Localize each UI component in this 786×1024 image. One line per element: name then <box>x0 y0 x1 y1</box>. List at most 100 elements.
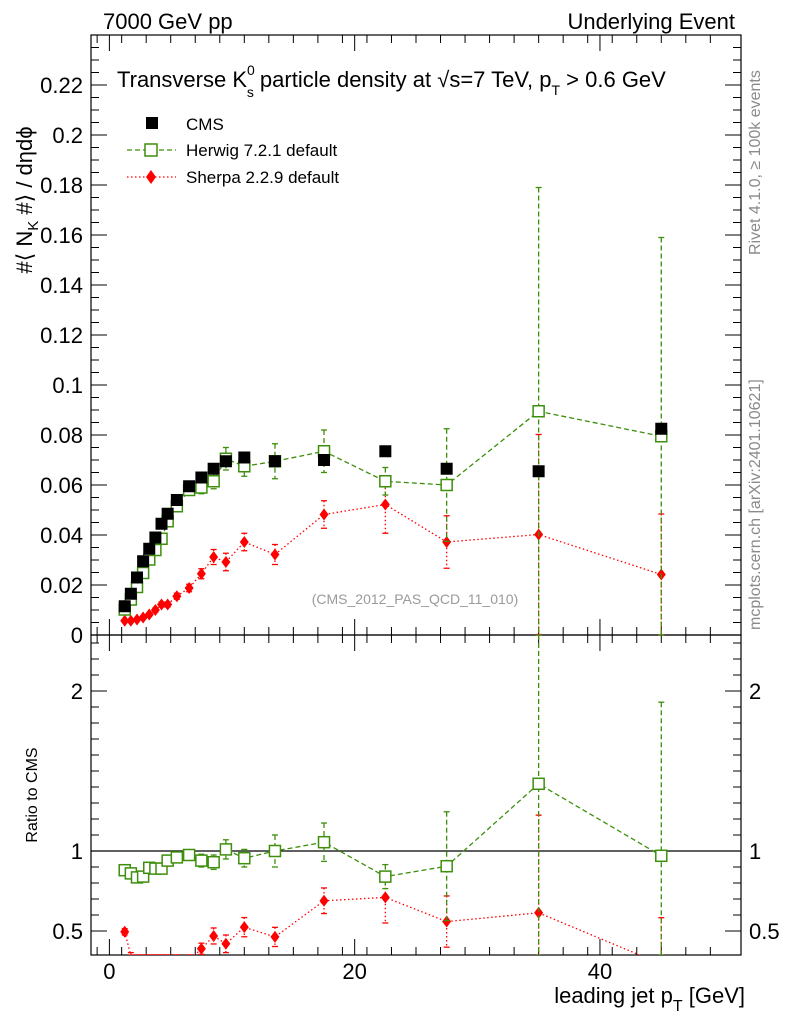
ratio-plot-data <box>118 635 668 955</box>
herwig-point <box>440 478 453 492</box>
legend-label-herwig: Herwig 7.2.1 default <box>186 141 337 160</box>
legend-marker-herwig <box>144 143 158 157</box>
x-axis-label: leading jet pT [GeV] <box>554 983 745 1015</box>
ratio-herwig-point <box>655 849 668 863</box>
header-left: 7000 GeV pp <box>103 9 233 34</box>
ratio-tick-label: 2 <box>71 679 83 704</box>
ratio-herwig-point <box>317 835 331 849</box>
ratio-herwig-point <box>207 855 220 869</box>
sherpa-point <box>221 556 231 568</box>
cms-point <box>149 531 162 544</box>
ratio-sherpa-point <box>319 894 329 907</box>
sherpa-point <box>209 551 219 563</box>
herwig-line <box>124 410 662 610</box>
sherpa-point <box>196 567 206 580</box>
sherpa-point <box>163 598 173 611</box>
mcplots-label: mcplots.cern.ch [arXiv:2401.10621] <box>747 379 764 630</box>
y-tick-label: 0.04 <box>40 523 83 548</box>
rivet-label: Rivet 4.1.0, ≥ 100k events <box>747 70 764 255</box>
sherpa-point <box>120 614 130 627</box>
cms-point <box>268 455 281 468</box>
ratio-herwig-point <box>440 859 453 873</box>
cms-point <box>655 422 668 435</box>
sherpa-point <box>172 590 182 603</box>
herwig-point <box>532 405 545 418</box>
cms-point <box>207 462 220 475</box>
sherpa-point <box>239 536 249 548</box>
ratio-sherpa-point <box>221 937 231 950</box>
sherpa-point <box>132 613 142 626</box>
y-axis-label: #⟨ NK #⟩ / dηdϕ <box>12 126 42 273</box>
x-tick-label: 20 <box>342 959 366 984</box>
sherpa-point <box>126 614 136 627</box>
y-tick-label: 0.08 <box>40 423 83 448</box>
y-tick-label: 0.12 <box>40 323 83 348</box>
cms-point <box>161 507 174 520</box>
y-tick-label: 0.02 <box>40 573 83 598</box>
y-tick-label: 0.14 <box>40 273 83 298</box>
chart-title: Transverse K0 s particle density at √s=7 … <box>117 62 666 100</box>
cms-point <box>124 587 137 600</box>
herwig-point <box>195 481 208 494</box>
ratio-herwig-point <box>219 843 233 856</box>
ratio-tick-label-right: 0.5 <box>749 919 780 944</box>
y-tick-label: 0.18 <box>40 173 83 198</box>
sherpa-point <box>319 508 329 521</box>
reference-note: (CMS_2012_PAS_QCD_11_010) <box>312 591 519 607</box>
herwig-point <box>379 475 392 488</box>
ratio-herwig-point <box>268 844 282 858</box>
axis-ticks: 0 20 40 0 0.02 0.04 0.06 0.08 0.1 0.12 0.14 0.16 0.1… <box>40 35 780 984</box>
ratio-sherpa-point <box>239 921 249 934</box>
ratio-sherpa-line <box>124 896 642 955</box>
ratio-herwig-point <box>238 851 251 865</box>
sherpa-point <box>144 608 154 621</box>
sherpa-point <box>442 536 452 548</box>
y-tick-label: 0 <box>71 623 83 648</box>
cms-point <box>143 542 156 555</box>
y-tick-label: 0.06 <box>40 473 83 498</box>
x-tick-label: 40 <box>588 959 612 984</box>
y-tick-label: 0.1 <box>52 373 83 398</box>
sherpa-point <box>157 598 167 611</box>
ratio-herwig-point <box>182 848 196 862</box>
cms-point <box>238 451 251 464</box>
cms-point <box>130 571 143 584</box>
cms-point <box>137 555 150 568</box>
ratio-tick-label-right: 1 <box>749 839 761 864</box>
legend-marker-cms <box>146 117 158 129</box>
legend-label-cms: CMS <box>186 115 224 134</box>
herwig-point <box>207 475 220 488</box>
legend: CMS Herwig 7.2.1 default Sherpa 2.2.9 de… <box>127 115 339 187</box>
cms-point <box>155 517 168 530</box>
ratio-sherpa-point <box>209 929 219 942</box>
y-tick-label: 0.22 <box>40 73 83 98</box>
cms-point <box>440 462 453 475</box>
cms-point <box>318 454 331 466</box>
ratio-sherpa-point <box>120 925 130 938</box>
ratio-sherpa-point <box>442 915 452 928</box>
cms-point <box>118 600 131 613</box>
ratio-herwig-point <box>195 854 208 867</box>
x-tick-label: 0 <box>103 959 115 984</box>
ratio-sherpa-point <box>270 930 280 943</box>
header-right: Underlying Event <box>567 9 735 34</box>
ratio-frame <box>90 634 742 956</box>
sherpa-point <box>184 582 194 594</box>
cms-point <box>532 465 545 478</box>
y-tick-label: 0.2 <box>52 123 83 148</box>
ratio-sherpa-point <box>380 891 390 904</box>
sherpa-point <box>150 604 160 616</box>
sherpa-point <box>380 498 390 511</box>
ratio-sherpa-point <box>196 942 206 955</box>
ratio-y-axis-label: Ratio to CMS <box>24 747 41 842</box>
sherpa-point <box>270 548 280 561</box>
main-plot-data <box>118 186 668 636</box>
cms-point <box>183 480 196 493</box>
legend-marker-sherpa <box>146 170 156 184</box>
y-tick-label: 0.16 <box>40 223 83 248</box>
ratio-herwig-point <box>379 870 392 883</box>
ratio-tick-label-right: 2 <box>749 679 761 704</box>
cms-point <box>170 494 183 506</box>
ratio-tick-label: 0.5 <box>52 919 83 944</box>
